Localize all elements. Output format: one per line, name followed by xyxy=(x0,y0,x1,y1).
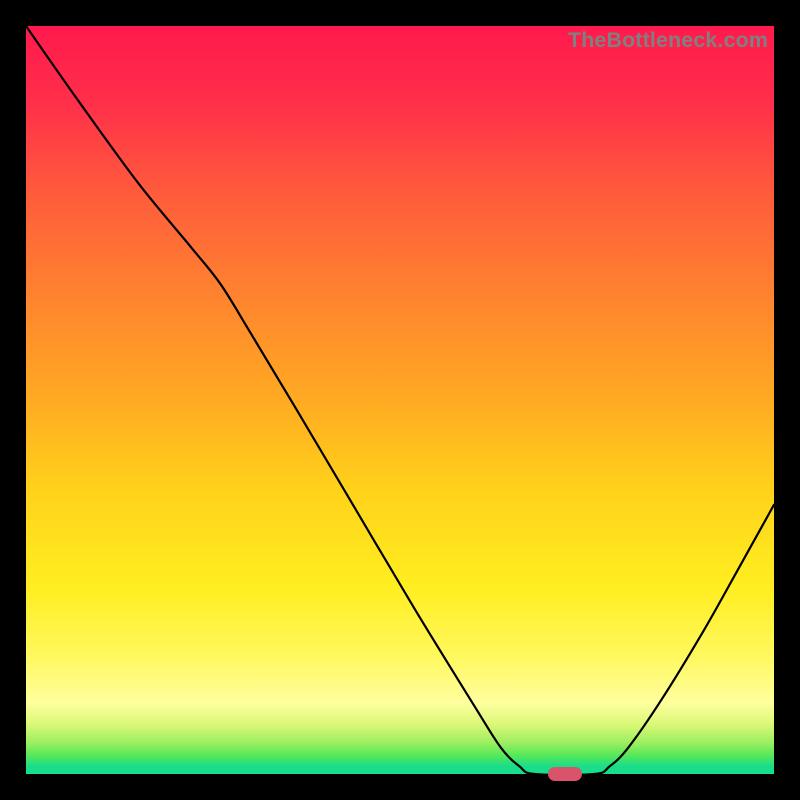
plot-area: TheBottleneck.com xyxy=(26,26,774,774)
chart-stage: TheBottleneck.com xyxy=(0,0,800,800)
bottleneck-curve xyxy=(26,26,774,774)
optimal-point-marker xyxy=(548,767,582,781)
